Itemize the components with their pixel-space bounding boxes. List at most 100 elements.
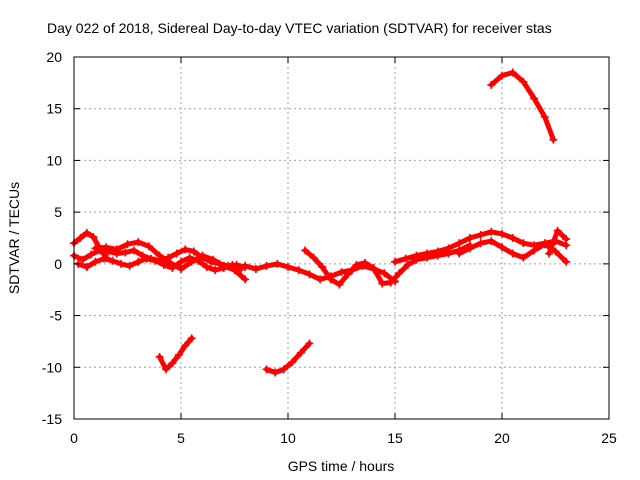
data-point	[401, 254, 410, 263]
series-track-h	[301, 241, 474, 289]
data-point	[530, 94, 539, 103]
data-point	[121, 248, 130, 257]
data-point	[168, 359, 177, 368]
data-point	[117, 259, 126, 268]
series-track-g	[262, 339, 314, 377]
data-point	[284, 262, 292, 271]
data-point	[87, 250, 96, 259]
data-point	[155, 352, 164, 361]
data-point	[412, 251, 421, 260]
data-point	[174, 350, 183, 359]
data-point	[76, 234, 85, 242]
data-point	[181, 245, 190, 254]
series-track-c	[74, 253, 245, 275]
data-point	[530, 246, 539, 255]
data-point	[316, 275, 325, 284]
data-point	[361, 258, 370, 267]
data-point	[326, 275, 335, 284]
series-track-l	[545, 226, 571, 258]
data-point	[476, 239, 485, 248]
data-point	[202, 262, 211, 271]
data-points	[70, 68, 571, 377]
data-point	[487, 80, 496, 89]
data-point	[301, 246, 310, 255]
data-point	[91, 244, 100, 253]
data-point	[82, 262, 91, 271]
data-point	[476, 230, 485, 239]
data-point	[230, 266, 239, 275]
data-point	[465, 244, 474, 253]
data-point	[545, 249, 554, 258]
data-point	[519, 239, 528, 248]
data-point	[487, 237, 496, 246]
data-point	[540, 112, 549, 121]
series-line	[157, 335, 195, 372]
data-point	[241, 275, 250, 284]
data-point	[391, 257, 399, 266]
data-point	[337, 268, 346, 277]
data-point	[433, 247, 442, 256]
y-tick-label: 5	[54, 204, 62, 220]
x-tick-label: 15	[387, 430, 403, 446]
axis-ticks: 0 5 10 15 20 25 -15 -10 -5 0 5 10 15 20	[42, 49, 617, 446]
x-tick-label: 5	[177, 430, 185, 446]
data-point	[102, 243, 111, 252]
data-point	[343, 270, 352, 279]
data-point	[155, 251, 164, 260]
data-point	[209, 255, 218, 264]
data-point	[89, 232, 98, 241]
data-point	[395, 269, 404, 278]
data-point	[305, 270, 314, 279]
data-point	[519, 77, 528, 86]
data-point	[271, 368, 280, 377]
data-point	[273, 259, 282, 268]
plot-frame	[73, 56, 610, 420]
y-tick-label: 20	[46, 49, 62, 65]
data-point	[177, 257, 185, 266]
data-point	[508, 68, 517, 77]
data-point	[380, 269, 389, 278]
data-point	[187, 257, 196, 266]
data-point	[294, 266, 303, 275]
data-point	[112, 245, 121, 254]
y-axis-label: SDTVAR / TECUs	[6, 182, 22, 294]
y-tick-label: -15	[42, 411, 62, 427]
data-point	[540, 240, 549, 249]
data-point	[134, 238, 143, 247]
data-point	[134, 257, 143, 266]
data-point	[108, 256, 117, 265]
data-point	[172, 249, 181, 258]
data-point	[211, 266, 220, 275]
data-point	[219, 261, 228, 270]
data-point	[487, 227, 496, 236]
data-point	[162, 365, 171, 374]
data-point	[262, 261, 271, 270]
data-point	[82, 228, 91, 237]
data-point	[166, 258, 175, 267]
data-point	[553, 226, 562, 235]
data-point	[189, 247, 198, 256]
data-point	[241, 261, 250, 270]
data-point	[423, 249, 432, 258]
x-tick-label: 20	[494, 430, 510, 446]
data-point	[498, 229, 506, 238]
data-point	[251, 265, 260, 274]
y-tick-label: 0	[54, 256, 62, 272]
series-track-j	[455, 237, 571, 266]
data-point	[508, 234, 517, 242]
data-point	[498, 243, 506, 252]
data-point	[318, 262, 327, 271]
data-point	[177, 265, 185, 274]
data-point	[444, 244, 453, 253]
series-track-d	[91, 238, 250, 284]
data-point	[352, 260, 361, 269]
data-point	[99, 254, 108, 263]
data-point	[187, 334, 196, 343]
data-point	[236, 265, 245, 274]
data-point	[455, 249, 464, 258]
series-track-e	[155, 334, 196, 374]
y-tick-label: 15	[46, 101, 62, 117]
series-track-k	[487, 68, 558, 144]
data-point	[403, 260, 412, 269]
